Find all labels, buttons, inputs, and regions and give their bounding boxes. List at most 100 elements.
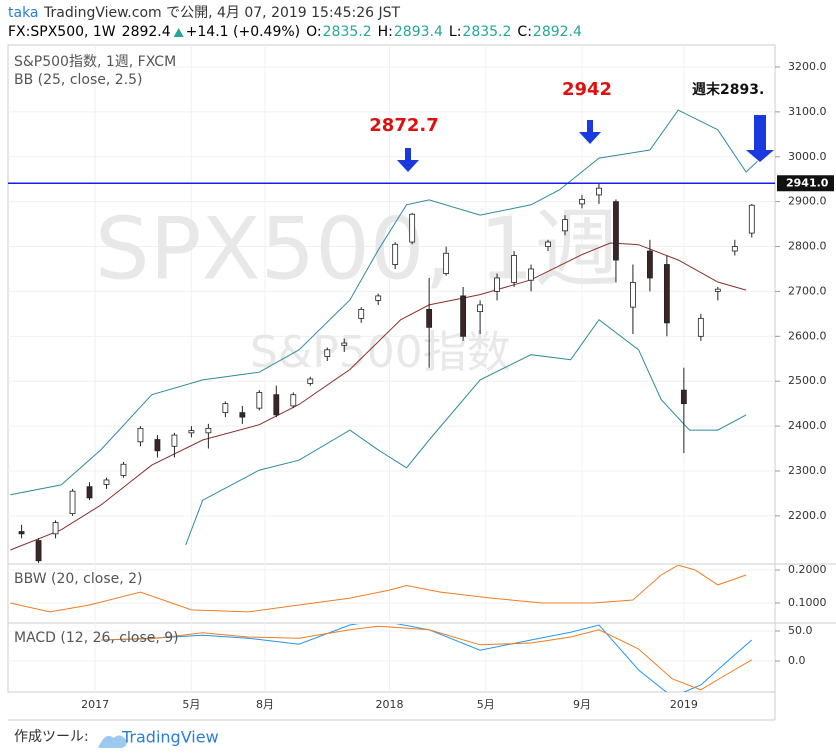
candle-body	[409, 213, 416, 243]
candle-body	[663, 264, 670, 324]
arrow	[746, 115, 774, 162]
x-tick-label: 8月	[256, 698, 274, 711]
quote-text: 2892.4	[122, 24, 171, 40]
candle-body	[171, 434, 178, 447]
candle-body	[18, 531, 25, 535]
watermark: SPX500, 1週	[95, 199, 620, 299]
pane-title: MACD (12, 26, close, 9)	[14, 630, 179, 646]
y-tick-label: 0.1000	[788, 596, 827, 609]
up-triangle	[173, 28, 184, 37]
price-label-bg	[777, 175, 834, 192]
y-tick-label: 3100.0	[788, 105, 827, 118]
logo	[98, 735, 127, 748]
candle-body	[731, 246, 738, 252]
candle-body	[341, 342, 348, 346]
candle-body	[256, 392, 263, 409]
candle-body	[392, 243, 399, 265]
quote-text: L:	[449, 24, 462, 40]
bb-upper	[10, 109, 758, 496]
x-tick-label: 5月	[477, 698, 495, 711]
user: taka	[8, 5, 39, 21]
candle-body	[460, 295, 467, 337]
quote-text: 2835.2	[462, 24, 511, 40]
candle-body	[426, 308, 433, 328]
candle-body	[222, 403, 229, 414]
indicator-line	[10, 565, 747, 613]
y-tick-label: 0.2000	[788, 563, 827, 576]
x-tick-label: 5月	[182, 698, 200, 711]
indicator-line	[100, 625, 753, 691]
candle-body	[714, 288, 721, 292]
candle-body	[494, 277, 500, 292]
y-tick-label: 2400.0	[788, 419, 827, 432]
candle-body	[137, 427, 144, 443]
candle-body	[86, 486, 93, 499]
candle-body	[680, 389, 687, 405]
candle-body	[35, 540, 42, 562]
y-tick-label: 2500.0	[788, 374, 827, 387]
candle-body	[273, 394, 280, 416]
candle-body	[630, 282, 636, 308]
candle-body	[562, 219, 568, 232]
candle-body	[239, 412, 246, 418]
annotation: 2872.7	[369, 115, 438, 136]
quote-text: O:	[306, 24, 322, 40]
pane-title: BBW (20, close, 2)	[14, 571, 143, 587]
candle-body	[748, 204, 755, 234]
price-label: 2941.0	[786, 176, 829, 189]
y-tick-label: 2900.0	[788, 195, 827, 208]
candle-body	[613, 201, 619, 261]
candle-body	[647, 250, 653, 279]
candle-body	[697, 317, 704, 337]
y-tick-label: 3000.0	[788, 150, 827, 163]
y-tick-label: 3200.0	[788, 60, 827, 73]
quote-text: C:	[517, 24, 532, 40]
x-tick-label: 9月	[573, 698, 591, 711]
bb-basis	[10, 242, 747, 551]
candle-body	[477, 304, 483, 313]
bb-title: BB (25, close, 2.5)	[14, 72, 143, 88]
arrow	[397, 148, 419, 172]
y-tick-label: 2600.0	[788, 329, 827, 342]
watermark: S&P500指数	[250, 327, 511, 378]
candle-body	[324, 349, 331, 357]
y-tick-label: 2200.0	[788, 509, 827, 522]
candle-body	[205, 427, 212, 434]
candle-body	[120, 463, 127, 476]
y-tick-label: 50.0	[788, 624, 813, 637]
annotation: 週末2893.	[692, 81, 764, 98]
x-tick-label: 2019	[670, 698, 698, 711]
candle-body	[528, 268, 534, 281]
quote-text: 2893.4	[394, 24, 443, 40]
quote-text: 2835.2	[323, 24, 372, 40]
candle-body	[188, 430, 195, 434]
candle-body	[290, 394, 297, 407]
quote-text: 2892.4	[533, 24, 582, 40]
candle-body	[375, 295, 382, 301]
candle-body	[443, 252, 450, 274]
candle-body	[103, 479, 110, 485]
y-tick-label: 0.0	[788, 654, 806, 667]
y-tick-label: 2300.0	[788, 464, 827, 477]
candle-body	[154, 439, 161, 452]
arrow	[579, 120, 601, 144]
candle-body	[307, 378, 314, 384]
annotation: 2942	[562, 79, 612, 100]
indicator-line	[100, 624, 753, 692]
quote-line: FX:SPX500, 1W 2892.4 +14.1 (+0.49%) O: 2835.…	[8, 24, 582, 40]
candle-body	[358, 308, 365, 319]
quote-text: FX:SPX500, 1W	[8, 24, 116, 40]
chart-title: S&P500指数, 1週, FXCM	[14, 54, 176, 70]
quote-text: H:	[378, 24, 393, 40]
candle-body	[596, 187, 602, 196]
y-tick-label: 2800.0	[788, 240, 827, 253]
candle-body	[69, 490, 76, 515]
candle-body	[545, 241, 551, 247]
footer-label: 作成ツール:	[14, 729, 89, 745]
quote-text: +14.1 (+0.49%)	[186, 24, 300, 40]
candle-body	[579, 199, 585, 205]
candle-body	[52, 522, 59, 535]
x-tick-label: 2017	[81, 698, 109, 711]
y-tick-label: 2700.0	[788, 284, 827, 297]
